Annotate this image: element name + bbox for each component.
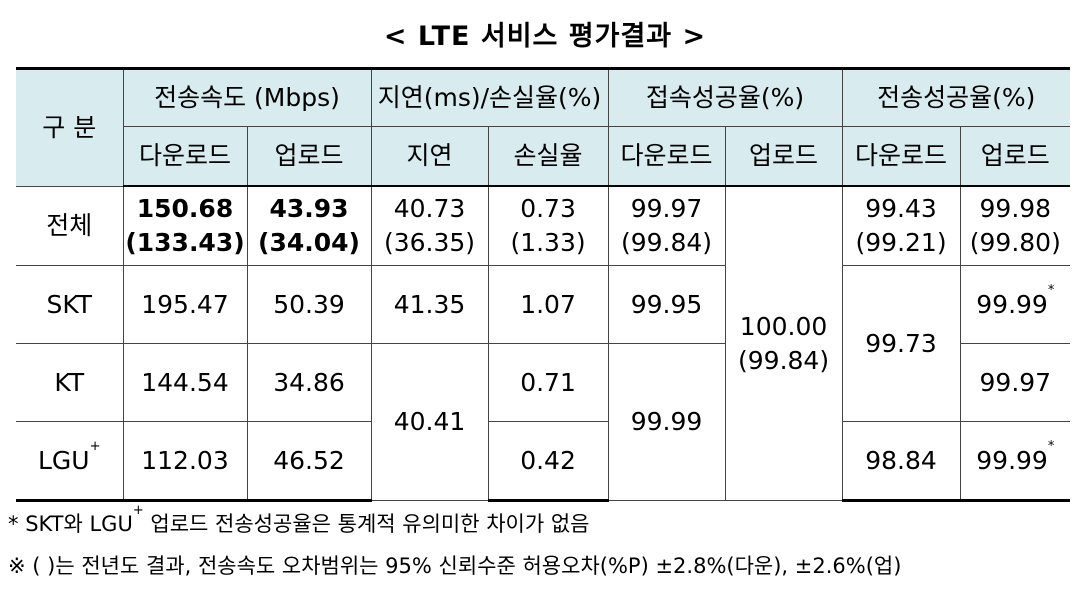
table-row: KT 144.54 34.86 40.41 0.71 99.99 99.97 bbox=[16, 343, 1071, 501]
row-label-kt: KT bbox=[16, 343, 124, 422]
total-conn-download: 99.97 (99.84) bbox=[607, 185, 726, 266]
lgu-speed-upload: 46.52 bbox=[246, 421, 372, 502]
subheader-trans-download: 다운로드 bbox=[841, 126, 961, 187]
footnote-significance: * SKT와 LGU+ 업로드 전송성공율은 통계적 유의미한 차이가 없음 bbox=[8, 503, 590, 536]
row-label-total: 전체 bbox=[16, 185, 124, 266]
subheader-conn-download: 다운로드 bbox=[607, 126, 726, 187]
header-latency-loss: 지연(ms)/손실율(%) bbox=[370, 67, 609, 127]
conn-download-kt-lgu: 99.99 bbox=[607, 343, 726, 501]
subheader-conn-upload: 업로드 bbox=[724, 126, 843, 187]
kt-speed-upload: 34.86 bbox=[246, 343, 372, 422]
total-loss: 0.73 (1.33) bbox=[487, 185, 609, 266]
subheader-trans-upload: 업로드 bbox=[959, 126, 1071, 187]
table-row: SKT 195.47 50.39 41.35 1.07 99.95 99.73 … bbox=[16, 265, 1071, 422]
subheader-speed-download: 다운로드 bbox=[122, 126, 248, 187]
trans-download-skt-kt: 99.73 bbox=[841, 265, 961, 422]
lgu-trans-download: 98.84 bbox=[841, 421, 961, 502]
subheader-loss: 손실율 bbox=[487, 126, 609, 187]
header-category: 구 분 bbox=[16, 67, 124, 187]
skt-loss: 1.07 bbox=[487, 265, 609, 344]
header-transfer-speed: 전송속도 (Mbps) bbox=[122, 67, 372, 127]
lgu-loss: 0.42 bbox=[487, 421, 609, 502]
skt-speed-download: 195.47 bbox=[122, 265, 248, 344]
skt-conn-download: 99.95 bbox=[607, 265, 726, 344]
subheader-speed-upload: 업로드 bbox=[246, 126, 372, 187]
page-title: < LTE 서비스 평가결과 > bbox=[383, 21, 707, 52]
subheader-latency: 지연 bbox=[370, 126, 489, 187]
kt-loss: 0.71 bbox=[487, 343, 609, 422]
row-label-lgu: LGU+ bbox=[16, 421, 124, 502]
footnote-legend: ※ ( )는 전년도 결과, 전송속도 오차범위는 95% 신뢰수준 허용오차(… bbox=[8, 554, 902, 578]
skt-trans-upload: 99.99* bbox=[959, 265, 1071, 344]
total-latency: 40.73 (36.35) bbox=[370, 185, 489, 266]
header-connection-success: 접속성공율(%) bbox=[607, 67, 843, 127]
kt-speed-download: 144.54 bbox=[122, 343, 248, 422]
kt-trans-upload: 99.97 bbox=[959, 343, 1071, 422]
skt-speed-upload: 50.39 bbox=[246, 265, 372, 344]
row-label-skt: SKT bbox=[16, 265, 124, 344]
total-speed-download: 150.68 (133.43) bbox=[122, 185, 248, 266]
total-speed-upload: 43.93 (34.04) bbox=[246, 185, 372, 266]
skt-latency: 41.35 bbox=[370, 265, 489, 344]
total-trans-download: 99.43 (99.21) bbox=[841, 185, 961, 266]
header-transfer-success: 전송성공율(%) bbox=[841, 67, 1071, 127]
conn-upload-merged: 100.00 (99.84) bbox=[724, 185, 843, 501]
table-row: 전체 150.68 (133.43) 43.93 (34.04) 40.73 (36.… bbox=[16, 185, 1071, 501]
lgu-speed-download: 112.03 bbox=[122, 421, 248, 502]
latency-kt-lgu: 40.41 bbox=[370, 343, 489, 501]
lgu-trans-upload: 99.99* bbox=[959, 421, 1071, 502]
total-trans-upload: 99.98 (99.80) bbox=[959, 185, 1071, 266]
results-table: 구 분 전송속도 (Mbps) 지연(ms)/손실율(%) 접속성공율(%) 전… bbox=[16, 67, 1071, 502]
table-row: LGU+ 112.03 46.52 0.42 98.84 99.99* bbox=[16, 421, 1071, 502]
